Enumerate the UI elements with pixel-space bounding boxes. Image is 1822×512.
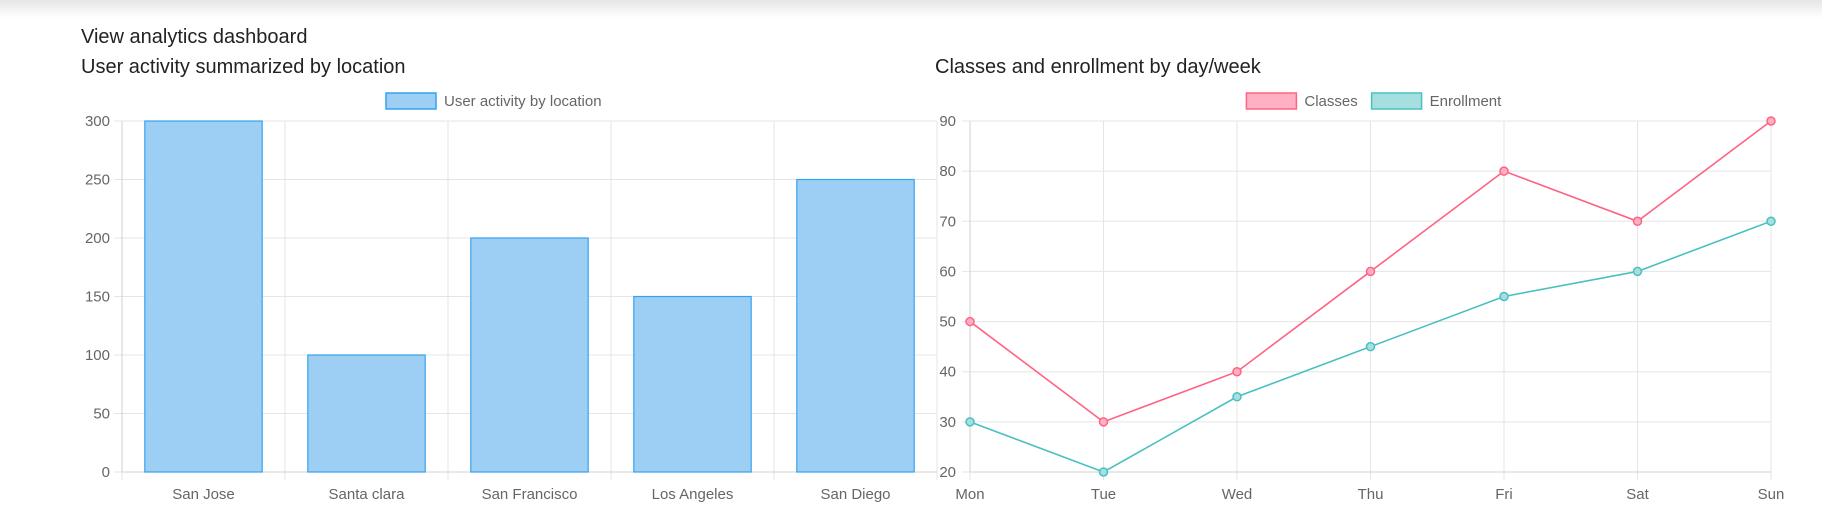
line-point-0-6 [1766,116,1776,126]
top-shadow-bar [0,0,1822,18]
line-x-tick-label: Wed [1222,486,1253,503]
bar-y-tick-label: 250 [85,172,110,189]
line-x-tick-label: Sat [1626,486,1649,503]
line-y-tick-label: 70 [939,213,956,230]
line-legend-swatch-0 [1245,92,1298,110]
line-y-tick-label: 40 [939,364,956,381]
bar-y-tick-label: 200 [85,230,110,247]
line-point-0-2 [1232,366,1242,377]
line-y-tick-label: 50 [939,314,956,331]
line-legend-label-1: Enrollment [1430,93,1503,110]
bar-0 [144,120,263,473]
bar-chart: 0 50 100 150 200 250 300 San Jose Santa clara San… [85,92,938,503]
line-point-1-1 [1098,467,1109,477]
bar-y-tick-label: 300 [85,113,110,130]
line-legend-label-0: Classes [1304,93,1357,110]
line-chart: 20 30 40 50 60 70 80 90 Mon Tue Wed Thu Fri Sat Sun Cla… [939,92,1785,503]
line-point-0-0 [965,316,975,327]
line-x-tick-label: Sun [1758,486,1785,503]
line-point-1-2 [1232,392,1242,402]
line-y-tick-label: 20 [939,464,956,481]
line-point-0-3 [1365,266,1376,277]
line-x-tick-label: Tue [1091,486,1116,503]
line-point-1-4 [1499,291,1509,302]
line-point-1-3 [1365,341,1376,352]
bar-y-tick-label: 50 [93,406,110,423]
line-point-1-0 [965,417,975,427]
bar-4 [796,178,915,473]
line-y-tick-label: 80 [939,163,956,180]
bar-y-tick-label: 150 [85,289,110,306]
bar-1 [307,354,426,473]
page-title: View analytics dashboard [81,26,308,48]
bar-x-tick-label: Los Angeles [652,486,734,503]
line-y-tick-label: 60 [939,263,956,280]
line-point-0-1 [1098,417,1109,427]
line-legend-swatch-1 [1370,92,1423,110]
line-y-tick-label: 90 [939,113,956,130]
bar-x-tick-label: San Diego [820,486,890,503]
bar-x-tick-label: Santa clara [329,486,406,503]
line-x-tick-label: Mon [955,486,984,503]
line-point-1-5 [1632,266,1643,277]
bar-3 [633,295,752,473]
bar-legend-swatch-0 [385,92,437,110]
line-y-tick-label: 30 [939,414,956,431]
line-x-tick-label: Fri [1495,486,1513,503]
bar-x-tick-label: San Jose [172,486,235,503]
charts-canvas: 0 50 100 150 200 250 300 San Jose Santa clara San… [85,92,1785,503]
bar-2 [470,237,589,473]
line-point-1-6 [1766,216,1776,227]
bar-y-tick-label: 100 [85,347,110,364]
bar-x-tick-label: San Francisco [482,486,578,503]
bar-legend-label-0: User activity by location [444,93,602,110]
bar-y-tick-label: 0 [102,464,110,481]
line-point-0-4 [1499,166,1509,176]
line-chart-title: Classes and enrollment by day/week [935,56,1261,78]
bar-chart-title: User activity summarized by location [81,56,406,78]
line-point-0-5 [1632,216,1643,227]
line-x-tick-label: Thu [1358,486,1384,503]
